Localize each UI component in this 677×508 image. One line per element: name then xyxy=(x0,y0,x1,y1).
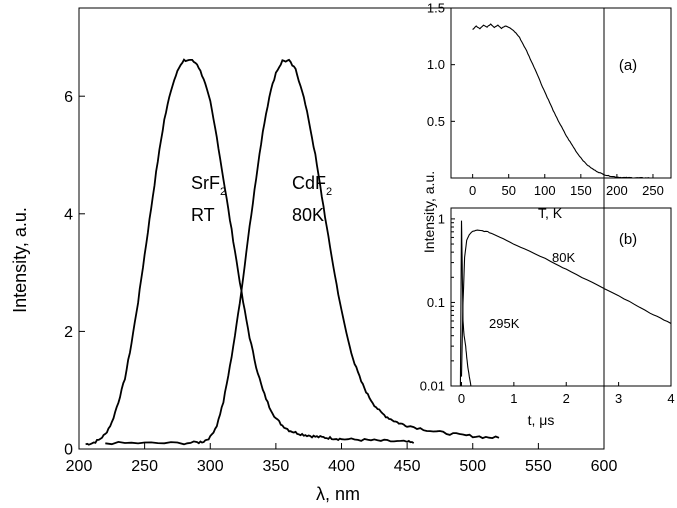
inset-a-xtick-label: 100 xyxy=(534,183,556,198)
inset-a-xtick-label: 250 xyxy=(642,183,664,198)
main-ylabel: Intensity, a.u. xyxy=(10,207,30,313)
inset-a-series-1-line xyxy=(472,23,650,179)
main-xtick-label: 600 xyxy=(591,458,618,475)
main-series-1-line xyxy=(85,58,415,446)
inset-a-xlabel: T, K xyxy=(538,205,563,221)
main-xtick-label: 450 xyxy=(394,458,421,475)
main-ytick-label: 6 xyxy=(64,89,73,106)
main-xtick-label: 300 xyxy=(197,458,224,475)
inset-b-series-2-line xyxy=(459,220,472,387)
main-xtick-label: 250 xyxy=(131,458,158,475)
inset-a-xtick-label: 200 xyxy=(606,183,628,198)
inset-b-xtick-label: 0 xyxy=(458,391,465,406)
inset-a-ytick-label: 1.5 xyxy=(427,1,445,16)
inset-b-frame xyxy=(450,207,672,387)
main-xtick-label: 400 xyxy=(328,458,355,475)
inset-b-xtick-label: 2 xyxy=(563,391,570,406)
main-xtick-label: 350 xyxy=(263,458,290,475)
inset-b-annotation: (b) xyxy=(619,231,637,248)
inset-b-ytick-label: 0.01 xyxy=(420,379,445,394)
main-frame xyxy=(78,7,605,450)
inset-b-xtick-label: 4 xyxy=(667,391,674,406)
inset-a-plot: 0 50 100 150 200 250 0.5 1.0 1.5 xyxy=(427,1,672,198)
inset-b-ytick-label: 1 xyxy=(438,211,445,226)
inset-b-series-1-line xyxy=(460,229,672,377)
inset-b-xlabel: t, μs xyxy=(528,412,555,428)
main-xtick-label: 500 xyxy=(459,458,486,475)
inset-a-xtick-label: 50 xyxy=(501,183,515,198)
inset-b-plot: 0 1 2 3 4 0.01 0.1 1 xyxy=(420,207,675,406)
main-xlabel: λ, nm xyxy=(316,484,360,504)
series-label-srf2: SrF2 xyxy=(191,173,226,198)
inset-a-ytick-label: 0.5 xyxy=(427,114,445,129)
series-label-80k: 80K xyxy=(292,205,324,225)
inset-b-label-80k: 80K xyxy=(552,250,575,265)
inset-b-xtick-label: 1 xyxy=(510,391,517,406)
inset-a-xtick-label: 150 xyxy=(570,183,592,198)
main-ytick-label: 2 xyxy=(64,324,73,341)
series-label-rt: RT xyxy=(191,205,215,225)
inset-ylabel: Intensity, a.u. xyxy=(421,171,437,253)
inset-a-ytick-label: 1.0 xyxy=(427,57,445,72)
inset-a-frame xyxy=(450,7,672,179)
main-ytick-label: 4 xyxy=(64,206,73,223)
inset-b-xtick-label: 3 xyxy=(615,391,622,406)
series-label-cdf2: CdF2 xyxy=(292,173,332,198)
inset-b-label-295k: 295K xyxy=(489,316,520,331)
inset-a-annotation: (a) xyxy=(619,57,637,74)
main-series-2-line xyxy=(105,58,500,446)
main-xtick-label: 200 xyxy=(66,458,93,475)
main-xtick-label: 550 xyxy=(525,458,552,475)
main-ytick-label: 0 xyxy=(64,442,73,459)
inset-b-ytick-label: 0.1 xyxy=(427,295,445,310)
inset-a-xtick-label: 0 xyxy=(469,183,476,198)
